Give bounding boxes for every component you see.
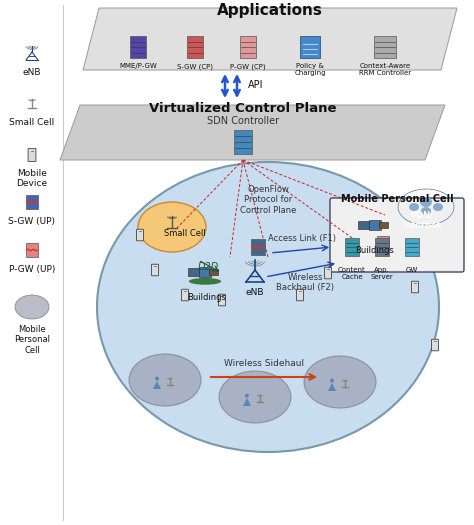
Ellipse shape: [330, 379, 334, 383]
Text: P-GW (UP): P-GW (UP): [9, 265, 55, 274]
FancyBboxPatch shape: [345, 238, 359, 256]
FancyBboxPatch shape: [152, 264, 158, 276]
FancyBboxPatch shape: [182, 289, 189, 301]
FancyBboxPatch shape: [325, 267, 331, 279]
Text: Small Cell: Small Cell: [9, 118, 55, 127]
FancyBboxPatch shape: [137, 229, 144, 241]
Text: D2D: D2D: [197, 262, 219, 272]
Ellipse shape: [304, 356, 376, 408]
Text: Access Link (F1): Access Link (F1): [268, 234, 336, 243]
FancyBboxPatch shape: [358, 221, 374, 229]
FancyBboxPatch shape: [219, 294, 226, 306]
Text: S-GW (UP): S-GW (UP): [9, 217, 55, 226]
FancyBboxPatch shape: [374, 36, 396, 58]
Text: Buildings: Buildings: [356, 246, 394, 255]
FancyBboxPatch shape: [411, 281, 419, 293]
Text: Mobile
Personal
Cell: Mobile Personal Cell: [14, 325, 50, 355]
FancyBboxPatch shape: [377, 236, 389, 250]
Text: GW: GW: [406, 267, 418, 273]
FancyBboxPatch shape: [240, 36, 256, 58]
FancyBboxPatch shape: [26, 243, 38, 257]
Text: OpenFlow
Protocol for
Control Plane: OpenFlow Protocol for Control Plane: [240, 185, 296, 215]
Ellipse shape: [219, 371, 291, 423]
FancyBboxPatch shape: [431, 339, 438, 351]
FancyBboxPatch shape: [379, 222, 388, 228]
Ellipse shape: [421, 207, 431, 215]
FancyBboxPatch shape: [28, 149, 36, 162]
Ellipse shape: [433, 203, 443, 211]
Text: PDN/
Internet: PDN/ Internet: [402, 211, 441, 230]
FancyBboxPatch shape: [405, 238, 419, 256]
Text: Mobile
Device: Mobile Device: [17, 169, 47, 188]
FancyBboxPatch shape: [26, 195, 38, 209]
Text: Context-Aware
RRM Controller: Context-Aware RRM Controller: [359, 63, 411, 76]
FancyBboxPatch shape: [187, 36, 203, 58]
Text: Mobile Personal Cell: Mobile Personal Cell: [341, 194, 453, 204]
Text: S-GW (CP): S-GW (CP): [177, 63, 213, 69]
Ellipse shape: [129, 354, 201, 406]
Ellipse shape: [420, 197, 432, 207]
Text: eNB: eNB: [23, 68, 41, 77]
Text: App.
Server: App. Server: [371, 267, 393, 280]
Polygon shape: [60, 105, 445, 160]
Ellipse shape: [97, 162, 439, 452]
FancyBboxPatch shape: [300, 36, 320, 58]
FancyBboxPatch shape: [234, 130, 252, 154]
Text: Wireless
Backhaul (F2): Wireless Backhaul (F2): [276, 273, 334, 292]
Polygon shape: [328, 383, 336, 391]
Text: API: API: [248, 80, 264, 90]
Ellipse shape: [409, 203, 419, 211]
Text: Virtualized Control Plane: Virtualized Control Plane: [149, 102, 337, 116]
Ellipse shape: [15, 295, 49, 319]
Polygon shape: [83, 8, 457, 70]
Polygon shape: [243, 398, 251, 406]
FancyBboxPatch shape: [369, 220, 381, 230]
FancyBboxPatch shape: [130, 36, 146, 58]
Ellipse shape: [189, 278, 221, 285]
Text: eNB: eNB: [246, 288, 264, 297]
Text: Wireless Sidehaul: Wireless Sidehaul: [224, 359, 304, 368]
Text: Content
Cache: Content Cache: [338, 267, 366, 280]
Text: Policy &
Charging: Policy & Charging: [294, 63, 326, 76]
FancyBboxPatch shape: [188, 268, 203, 276]
FancyBboxPatch shape: [209, 269, 218, 276]
Text: Small Cell: Small Cell: [164, 228, 206, 237]
Text: Applications: Applications: [217, 3, 323, 17]
FancyBboxPatch shape: [330, 198, 464, 272]
Ellipse shape: [138, 202, 206, 252]
Text: Buildings: Buildings: [188, 293, 227, 302]
Text: MME/P-GW: MME/P-GW: [119, 63, 157, 69]
Ellipse shape: [245, 394, 249, 397]
Polygon shape: [153, 381, 161, 389]
Ellipse shape: [155, 376, 159, 381]
Text: SDN Controller: SDN Controller: [207, 116, 279, 126]
FancyBboxPatch shape: [251, 239, 265, 255]
Text: P-GW (CP): P-GW (CP): [230, 63, 266, 69]
FancyBboxPatch shape: [297, 289, 303, 301]
Ellipse shape: [359, 231, 391, 238]
FancyBboxPatch shape: [199, 267, 211, 277]
FancyBboxPatch shape: [375, 238, 389, 256]
